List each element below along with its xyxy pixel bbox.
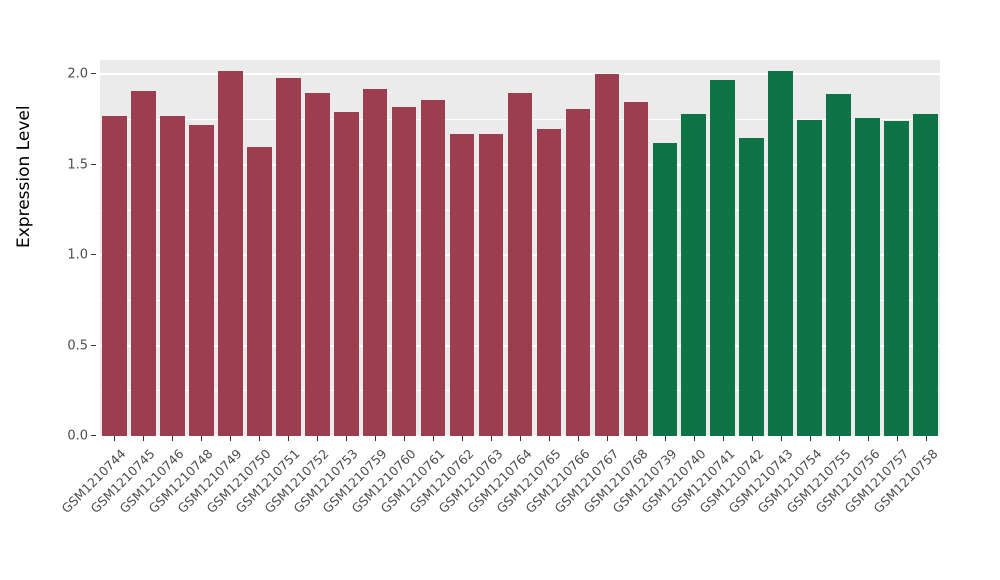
x-tick-mark [664,436,666,441]
bar-GSM1210766 [565,108,591,436]
bar-GSM1210756 [855,117,880,436]
y-tick-mark [91,163,96,165]
x-tick-mark [375,436,377,441]
bar-GSM1210759 [362,88,388,436]
x-tick-mark [259,436,261,441]
x-tick-mark [751,436,753,441]
x-tick-mark [114,436,116,441]
x-tick-mark [548,436,550,441]
y-tick-mark [91,254,96,256]
x-tick-mark [143,436,145,441]
x-tick-mark [809,436,811,441]
y-tick-label: 0.0 [67,428,88,444]
y-tick-label: 2.0 [67,66,88,82]
bar-GSM1210768 [623,101,649,436]
x-tick-mark [491,436,493,441]
x-tick-mark [722,436,724,441]
bar-GSM1210749 [218,70,243,436]
bar-GSM1210755 [826,94,851,436]
x-tick-mark [867,436,869,441]
bar-GSM1210758 [913,114,938,436]
x-tick-mark [925,436,927,441]
bar-GSM1210763 [478,134,504,436]
bar-GSM1210757 [884,121,909,436]
bar-GSM1210748 [189,125,214,436]
x-tick-mark [462,436,464,441]
x-tick-mark [838,436,840,441]
bar-GSM1210767 [594,74,620,436]
x-axis-labels: GSM1210744 GSM1210745 GSM1210746 GSM1210748… [59,436,940,556]
bar-GSM1210750 [247,146,272,436]
bar-GSM1210741 [710,79,736,436]
x-tick-mark [404,436,406,441]
y-tick-mark [91,73,96,75]
x-tick-mark [172,436,174,441]
x-tick-mark [346,436,348,441]
x-tick-mark [693,436,695,441]
x-tick-mark [780,436,782,441]
y-tick-label: 1.5 [67,157,88,173]
bar-GSM1210760 [391,107,417,436]
plot-panel [100,60,940,437]
x-tick-mark [577,436,579,441]
x-tick-mark [635,436,637,441]
x-tick-mark [520,436,521,441]
bar-GSM1210764 [507,92,533,436]
x-tick-mark [288,436,290,441]
bar-GSM1210739 [652,143,678,436]
x-tick-mark [317,436,319,441]
bar-GSM1210751 [275,78,301,436]
bar-GSM1210752 [304,92,330,436]
x-tick-mark [606,436,608,441]
x-tick-mark [230,436,232,441]
major-gridline [100,73,940,76]
bar-GSM1210753 [333,112,359,436]
x-tick-mark [896,436,898,441]
bar-GSM1210761 [420,99,446,436]
y-tick-label: 1.0 [67,247,88,263]
bar-GSM1210742 [739,137,765,436]
y-axis: 0.0 0.5 1.0 1.5 2.0 [0,60,100,444]
bar-GSM1210754 [797,119,822,436]
bar-GSM1210746 [160,116,185,436]
bar-GSM1210762 [449,134,475,436]
x-tick-mark [433,436,435,441]
bar-GSM1210765 [536,128,562,436]
bar-GSM1210743 [768,70,793,436]
bar-GSM1210740 [681,114,707,436]
y-tick-label: 0.5 [67,338,88,354]
y-tick-mark [91,344,96,346]
bar-GSM1210744 [102,116,127,436]
y-tick-mark [91,435,96,436]
x-tick-mark [201,436,203,441]
bar-GSM1210745 [131,90,156,436]
